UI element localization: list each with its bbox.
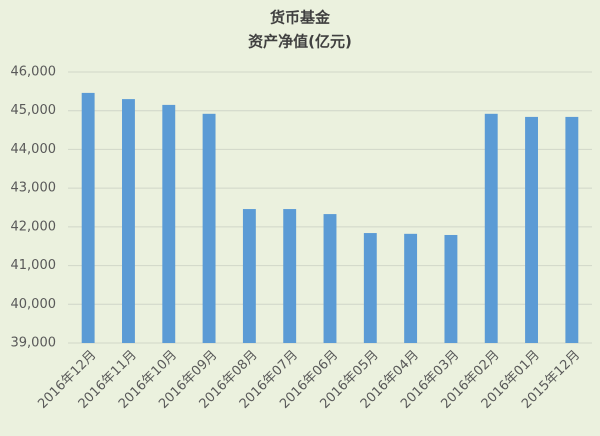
bar (484, 113, 498, 343)
y-tick-label: 41,000 (11, 258, 57, 273)
y-tick-label: 39,000 (11, 336, 57, 351)
y-tick-label: 44,000 (11, 142, 57, 157)
y-tick-label: 43,000 (11, 181, 57, 196)
bar (283, 209, 297, 343)
y-tick-label: 45,000 (11, 103, 57, 118)
bar (565, 116, 579, 343)
bar (404, 233, 418, 343)
y-tick-label: 40,000 (11, 297, 57, 312)
bar (202, 113, 216, 343)
bar (525, 116, 538, 343)
bar (81, 92, 95, 343)
y-tick-label: 46,000 (11, 65, 57, 80)
bar (363, 233, 377, 343)
bar (444, 234, 458, 343)
chart-subtitle: 资产净值(亿元) (248, 33, 352, 51)
y-tick-label: 42,000 (11, 219, 57, 234)
bar (323, 214, 337, 343)
bar (162, 104, 176, 344)
bar (242, 209, 256, 343)
bar (122, 99, 135, 343)
chart-title: 货币基金 (270, 9, 331, 27)
